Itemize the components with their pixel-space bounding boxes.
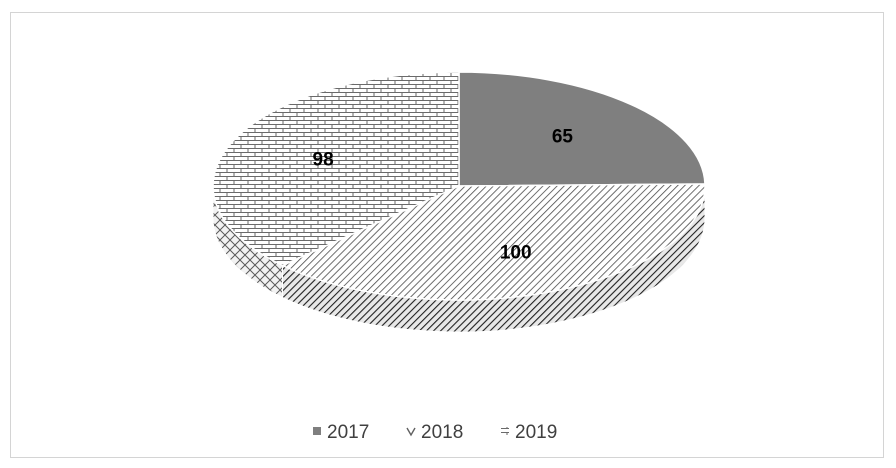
data-label-2019: 98 xyxy=(313,150,334,171)
legend-item-2019: 2019 xyxy=(501,422,557,443)
legend-swatch-2017 xyxy=(313,427,321,435)
data-label-2018: 100 xyxy=(500,242,532,263)
legend: 2017 2018 2019 xyxy=(313,422,557,443)
legend-swatch-2019 xyxy=(501,427,509,435)
legend-item-2017: 2017 xyxy=(313,422,369,443)
pie-slice-2017 xyxy=(458,71,706,187)
data-label-2017: 65 xyxy=(552,127,574,148)
legend-swatch-2018 xyxy=(406,427,416,437)
legend-label-2018: 2018 xyxy=(421,422,463,443)
legend-label-2017: 2017 xyxy=(327,422,369,443)
legend-label-2019: 2019 xyxy=(515,422,557,443)
legend-item-2018: 2018 xyxy=(406,422,463,443)
pie-slice-2018 xyxy=(280,183,706,301)
pie-slice-2019 xyxy=(212,71,460,267)
